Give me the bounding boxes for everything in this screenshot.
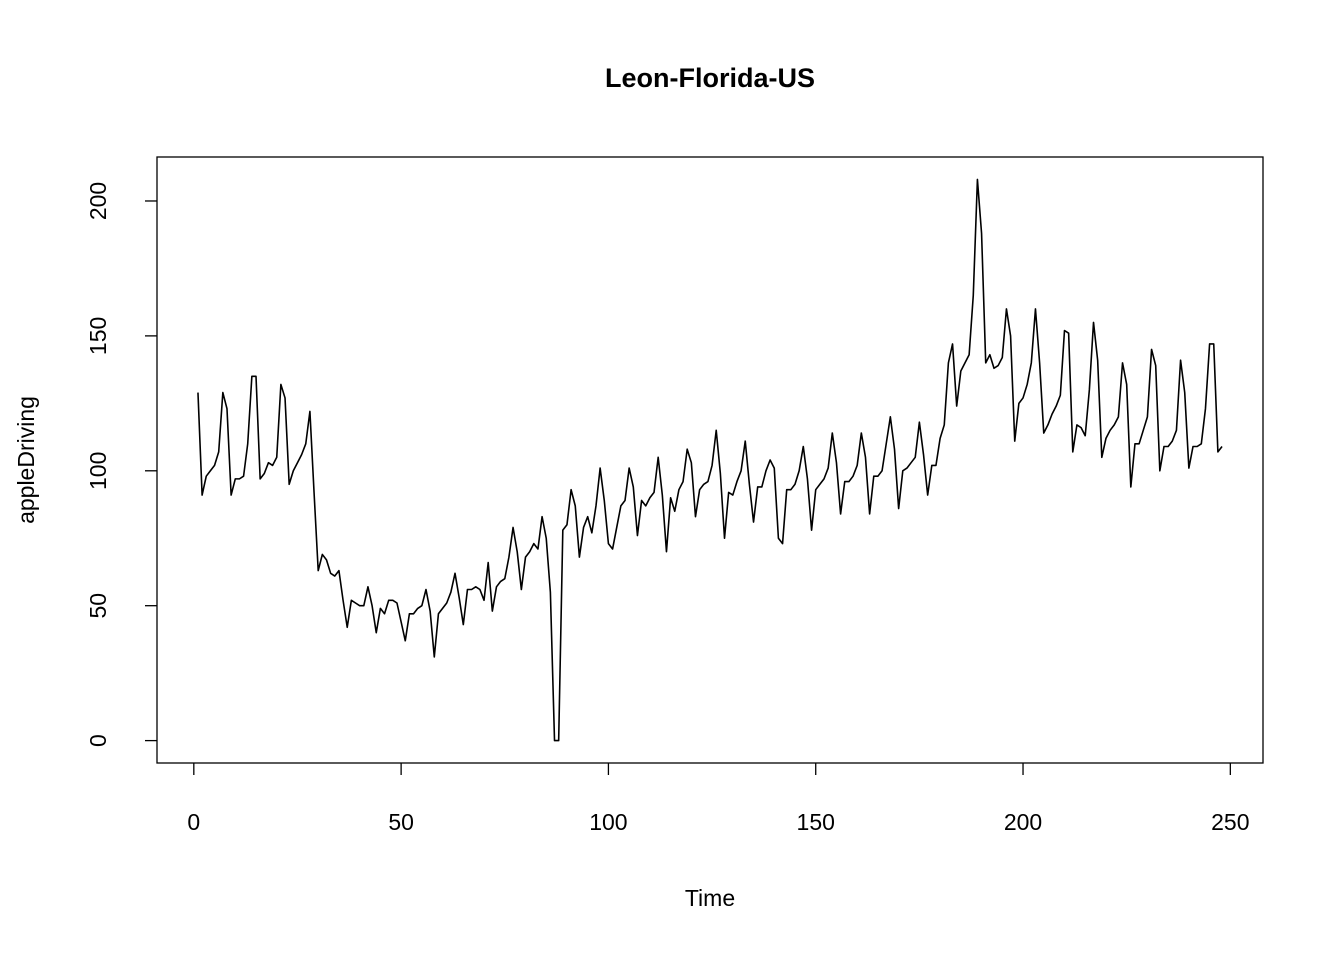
- chart-title: Leon-Florida-US: [605, 63, 815, 93]
- x-tick-label: 100: [589, 809, 627, 835]
- x-tick-label: 0: [187, 809, 200, 835]
- x-tick-label: 50: [388, 809, 414, 835]
- plot-frame: [156, 156, 1264, 764]
- y-tick-label: 0: [85, 734, 111, 747]
- y-axis-label: appleDriving: [13, 396, 39, 524]
- x-axis-label: Time: [685, 885, 735, 911]
- series-line: [197, 178, 1223, 742]
- y-tick-label: 200: [85, 182, 111, 220]
- x-tick-label: 200: [1004, 809, 1042, 835]
- y-tick-label: 50: [85, 593, 111, 619]
- x-tick-label: 250: [1211, 809, 1249, 835]
- y-tick-label: 150: [85, 317, 111, 355]
- x-tick-label: 150: [797, 809, 835, 835]
- y-tick-label: 100: [85, 452, 111, 490]
